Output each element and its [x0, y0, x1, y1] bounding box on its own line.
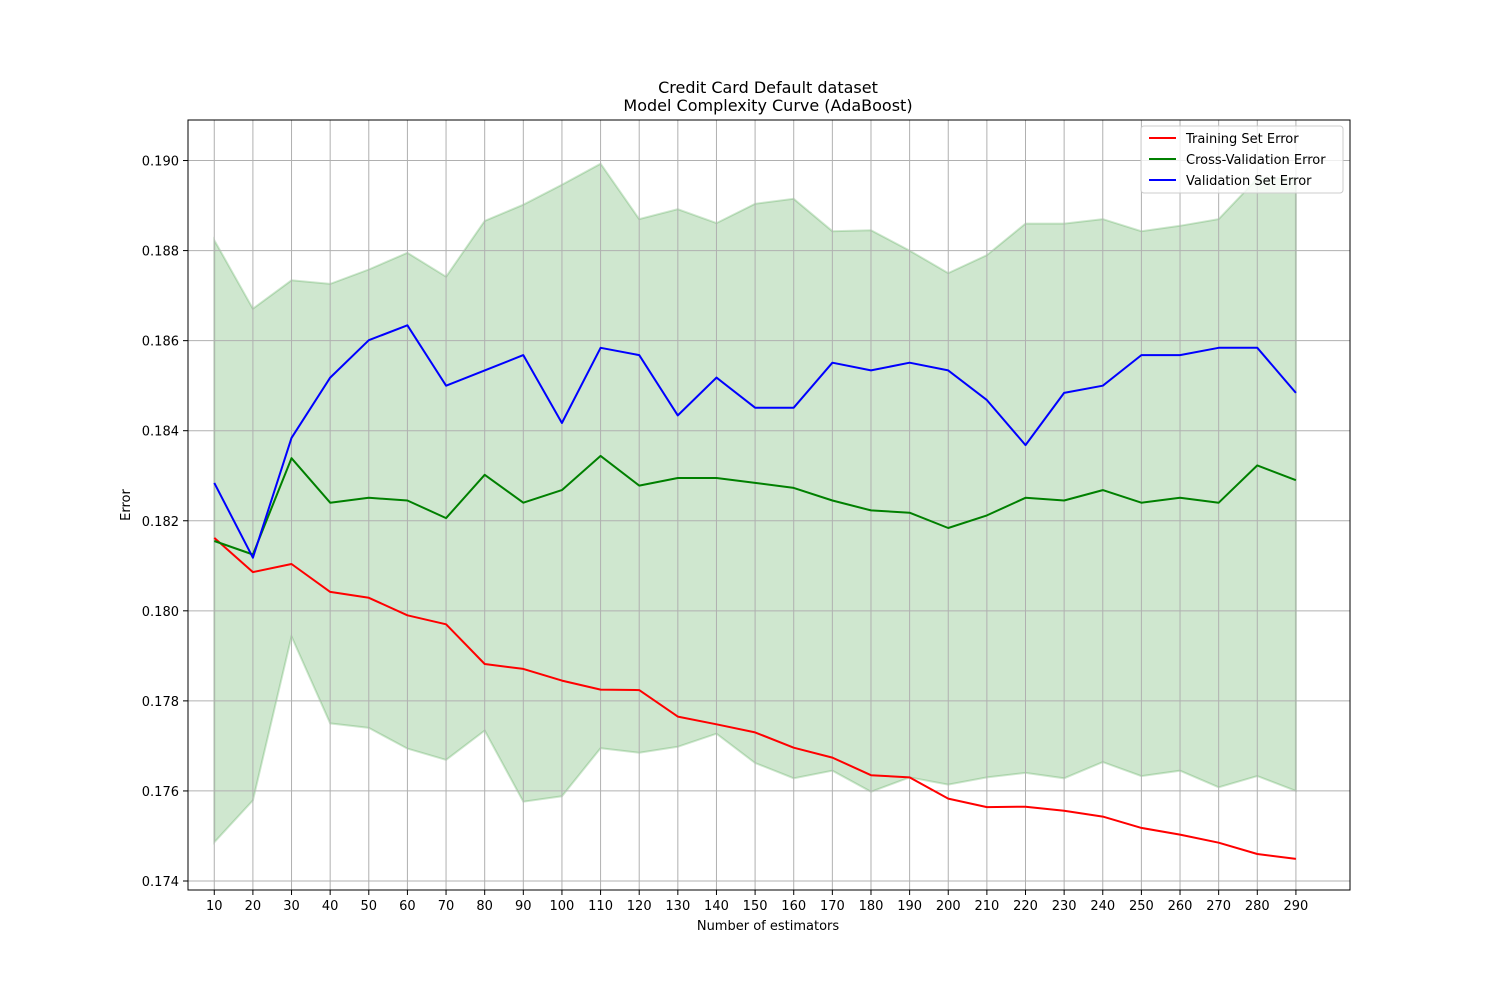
plot-frame — [187, 119, 1351, 891]
x-tick-label: 160 — [781, 899, 806, 914]
y-axis-ticks: 0.174 0.176 0.178 0.180 0.182 0.184 0.186 0.188… — [142, 155, 188, 890]
x-tick-label: 20 — [245, 899, 262, 914]
y-tick-label: 0.188 — [142, 245, 179, 260]
x-tick-label: 60 — [399, 899, 416, 914]
y-tick-label: 0.184 — [142, 425, 179, 440]
series-lines — [213, 324, 1297, 860]
x-tick-label: 110 — [588, 899, 613, 914]
legend: Training Set Error Cross-Validation Erro… — [1140, 125, 1344, 194]
y-tick-label: 0.178 — [142, 695, 179, 710]
x-tick-label: 100 — [550, 899, 575, 914]
x-tick-label: 220 — [1013, 899, 1038, 914]
y-tick-label: 0.190 — [142, 155, 179, 170]
x-tick-label: 50 — [361, 899, 378, 914]
x-tick-label: 230 — [1052, 899, 1077, 914]
legend-label-cross-validation: Cross-Validation Error — [1186, 153, 1326, 168]
y-axis-label: Error — [119, 489, 134, 521]
x-tick-label: 200 — [936, 899, 961, 914]
x-tick-label: 90 — [515, 899, 532, 914]
x-tick-label: 180 — [859, 899, 884, 914]
x-tick-label: 120 — [627, 899, 652, 914]
x-tick-label: 150 — [743, 899, 768, 914]
training-set-error-line — [213, 537, 1297, 860]
x-tick-label: 10 — [206, 899, 223, 914]
legend-label-training: Training Set Error — [1185, 132, 1299, 147]
x-tick-label: 70 — [438, 899, 455, 914]
legend-box — [1140, 125, 1344, 194]
validation-set-error-line — [213, 324, 1297, 559]
x-tick-label: 130 — [665, 899, 690, 914]
y-tick-label: 0.186 — [142, 335, 179, 350]
y-tick-label: 0.174 — [142, 875, 179, 890]
y-tick-label: 0.176 — [142, 785, 179, 800]
legend-label-validation: Validation Set Error — [1186, 174, 1312, 189]
cross-validation-error-line — [213, 454, 1297, 556]
x-tick-label: 290 — [1284, 899, 1309, 914]
x-tick-label: 30 — [283, 899, 300, 914]
chart-title: Credit Card Default dataset — [658, 78, 878, 97]
x-tick-label: 170 — [820, 899, 845, 914]
chart-subtitle: Model Complexity Curve (AdaBoost) — [623, 96, 912, 115]
y-tick-label: 0.180 — [142, 605, 179, 620]
x-tick-label: 40 — [322, 899, 339, 914]
x-axis-ticks: 10 20 30 40 50 60 70 80 90 100 110 120 130 140 150 160 1… — [206, 890, 1308, 914]
x-axis-label: Number of estimators — [697, 919, 840, 934]
x-tick-label: 280 — [1245, 899, 1270, 914]
x-tick-label: 80 — [476, 899, 493, 914]
x-tick-label: 250 — [1129, 899, 1154, 914]
x-tick-label: 210 — [974, 899, 999, 914]
grid — [188, 120, 1350, 890]
x-tick-label: 270 — [1206, 899, 1231, 914]
x-tick-label: 240 — [1090, 899, 1115, 914]
x-tick-label: 140 — [704, 899, 729, 914]
x-tick-label: 190 — [897, 899, 922, 914]
y-tick-label: 0.182 — [142, 515, 179, 530]
x-tick-label: 260 — [1168, 899, 1193, 914]
